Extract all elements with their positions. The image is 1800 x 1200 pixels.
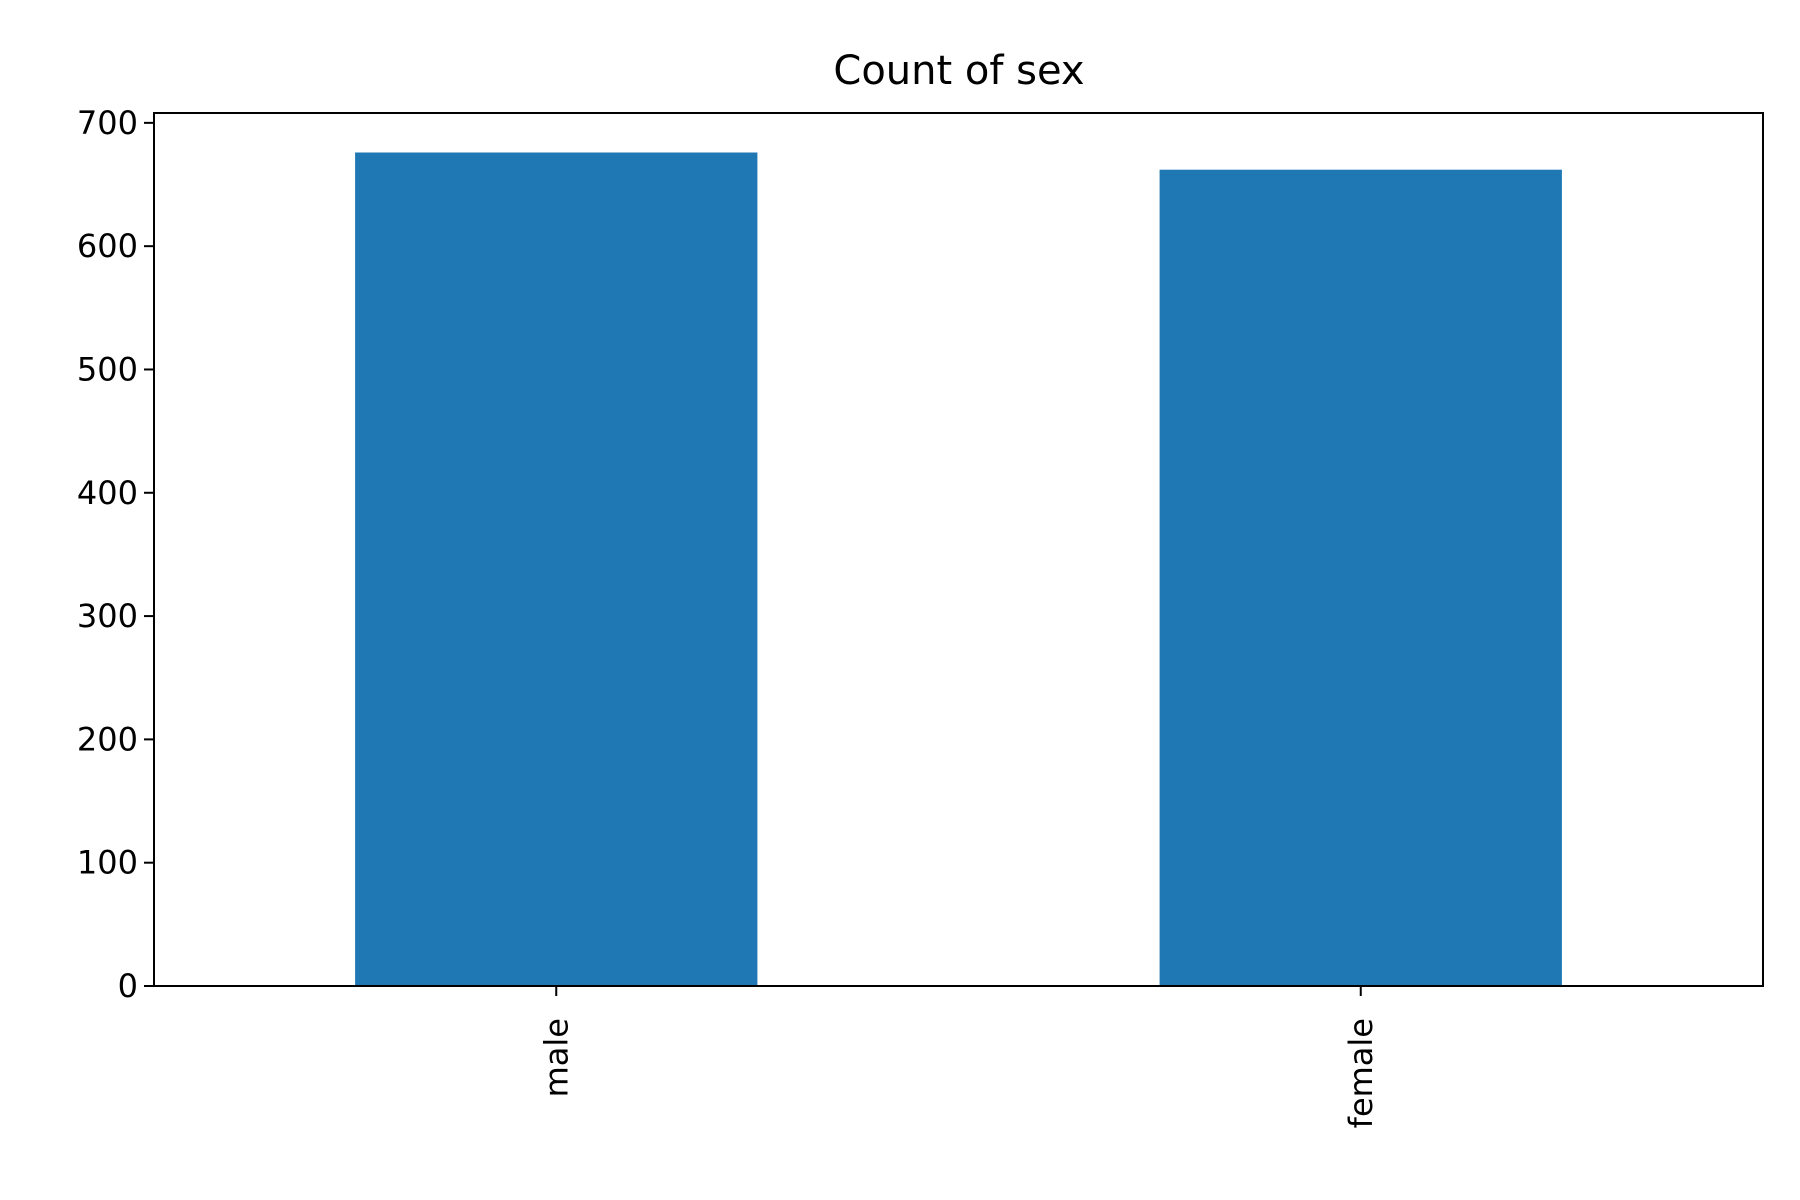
bars-layer bbox=[355, 152, 1562, 986]
bar-female bbox=[1159, 169, 1562, 986]
y-tick-label: 100 bbox=[77, 844, 138, 882]
x-axis: male female bbox=[537, 986, 1380, 1128]
y-tick-label: 600 bbox=[77, 227, 138, 265]
y-tick-label: 500 bbox=[77, 350, 138, 388]
bar-male bbox=[355, 152, 758, 986]
y-tick-label: 200 bbox=[77, 720, 138, 758]
y-tick-label: 0 bbox=[118, 967, 138, 1005]
y-axis: 0 100 200 300 400 500 600 700 bbox=[77, 104, 154, 1005]
x-tick-label: male bbox=[537, 1018, 575, 1097]
plot-frame bbox=[153, 112, 1764, 987]
y-tick-label: 300 bbox=[77, 597, 138, 635]
y-tick-label: 700 bbox=[77, 104, 138, 142]
x-tick-label: female bbox=[1342, 1018, 1380, 1128]
chart-title: Count of sex bbox=[833, 48, 1084, 94]
y-tick-label: 400 bbox=[77, 474, 138, 512]
